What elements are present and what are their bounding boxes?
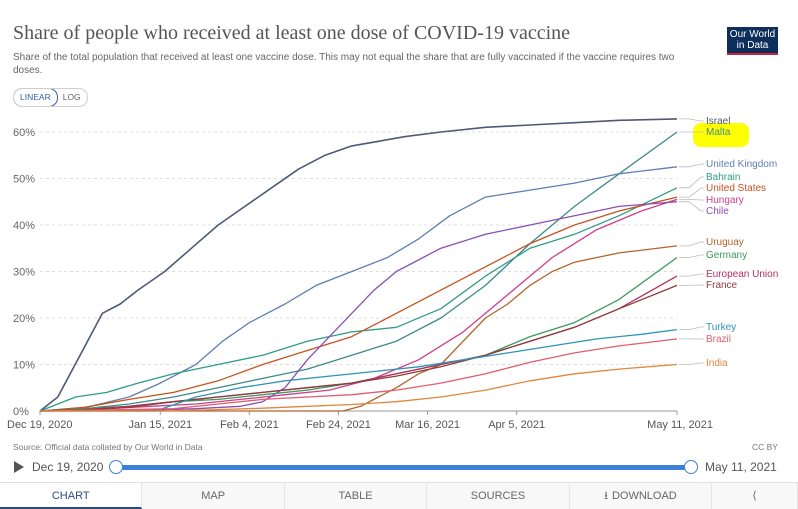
series-label-united-kingdom: United Kingdom <box>706 159 777 170</box>
license-link[interactable]: CC BY <box>752 442 778 452</box>
y-tick-label: 40% <box>13 220 35 232</box>
x-tick-labels: Dec 19, 2020 Jan 15, 2021 Feb 4, 2021 Feb 2… <box>7 411 713 431</box>
tab-download-label: DOWNLOAD <box>612 490 677 502</box>
series-lines <box>40 119 677 411</box>
series-label-france: France <box>706 280 738 291</box>
timeline-end-handle[interactable] <box>684 460 698 474</box>
series-line-united-kingdom <box>40 167 677 411</box>
x-tick-label: May 11, 2021 <box>647 419 713 431</box>
y-tick-label: 60% <box>13 127 35 139</box>
series-line-france <box>40 285 677 411</box>
series-line-germany <box>40 258 677 412</box>
y-tick-label: 10% <box>13 359 35 371</box>
label-connector <box>679 242 704 246</box>
x-tick-label: Feb 4, 2021 <box>220 419 279 431</box>
series-line-uruguay <box>40 246 677 411</box>
tab-share[interactable]: ⟨ <box>712 483 798 509</box>
label-connector <box>679 177 704 188</box>
tab-sources-label: SOURCES <box>471 490 525 502</box>
tab-map-label: MAP <box>201 490 225 502</box>
series-line-israel <box>40 119 677 411</box>
tab-table-label: TABLE <box>339 490 373 502</box>
series-label-hungary: Hungary <box>706 195 744 206</box>
label-connector <box>679 199 704 200</box>
y-tick-labels: 0% 10% 20% 30% 40% 50% 60% <box>13 127 35 418</box>
series-line-brazil <box>40 339 677 411</box>
timeline-track[interactable] <box>116 465 691 470</box>
series-label-germany: Germany <box>706 250 747 261</box>
series-line-chile <box>40 202 677 411</box>
label-connector <box>679 327 704 330</box>
series-label-turkey: Turkey <box>706 322 736 333</box>
tab-table[interactable]: TABLE <box>285 483 427 509</box>
series-line-united-states <box>40 197 677 411</box>
x-tick-label: Jan 15, 2021 <box>128 419 192 431</box>
label-connector <box>679 255 704 258</box>
series-label-israel: Israel <box>706 116 730 127</box>
series-line-bahrain <box>40 188 677 411</box>
x-tick-label: Dec 19, 2020 <box>7 419 72 431</box>
play-icon[interactable] <box>14 461 24 473</box>
tab-download[interactable]: ⭳ DOWNLOAD <box>570 483 712 509</box>
series-label-european-union: European Union <box>706 269 778 280</box>
line-chart[interactable]: 0% 10% 20% 30% 40% 50% 60% Dec 19, 2020 Jan 15,… <box>0 0 798 440</box>
download-icon: ⭳ <box>604 483 608 509</box>
series-label-india: India <box>706 358 728 369</box>
y-tick-label: 30% <box>13 266 35 278</box>
series-line-european-union <box>40 276 677 411</box>
label-connector <box>679 363 704 365</box>
y-tick-label: 0% <box>13 406 29 418</box>
source-note: Source: Official data collated by Our Wo… <box>13 442 203 452</box>
tab-map[interactable]: MAP <box>142 483 284 509</box>
tab-sources[interactable]: SOURCES <box>427 483 569 509</box>
label-connector <box>679 188 704 197</box>
series-label-malta: Malta <box>706 127 731 138</box>
timeline-start-handle[interactable] <box>109 460 123 474</box>
series-label-united-states: United States <box>706 183 766 194</box>
label-connector <box>679 119 704 121</box>
x-tick-label: Apr 5, 2021 <box>488 419 545 431</box>
label-connector <box>679 202 704 211</box>
series-label-chile: Chile <box>706 206 729 217</box>
grid-lines <box>40 132 677 411</box>
x-tick-label: Mar 16, 2021 <box>395 419 460 431</box>
tab-chart[interactable]: CHART <box>0 483 142 509</box>
y-tick-label: 50% <box>13 173 35 185</box>
label-connector <box>679 164 704 167</box>
y-tick-label: 20% <box>13 313 35 325</box>
series-line-india <box>40 365 677 412</box>
timeline-end-label: May 11, 2021 <box>705 460 777 474</box>
timeline-start-label: Dec 19, 2020 <box>32 460 103 474</box>
share-icon: ⟨ <box>752 490 756 502</box>
x-tick-label: Feb 24, 2021 <box>306 419 371 431</box>
series-label-bahrain: Bahrain <box>706 172 740 183</box>
series-label-uruguay: Uruguay <box>706 237 744 248</box>
series-label-brazil: Brazil <box>706 334 731 345</box>
tab-bar: CHART MAP TABLE SOURCES ⭳ DOWNLOAD ⟨ <box>0 482 798 509</box>
label-connector <box>679 274 704 276</box>
tab-chart-label: CHART <box>52 490 90 502</box>
